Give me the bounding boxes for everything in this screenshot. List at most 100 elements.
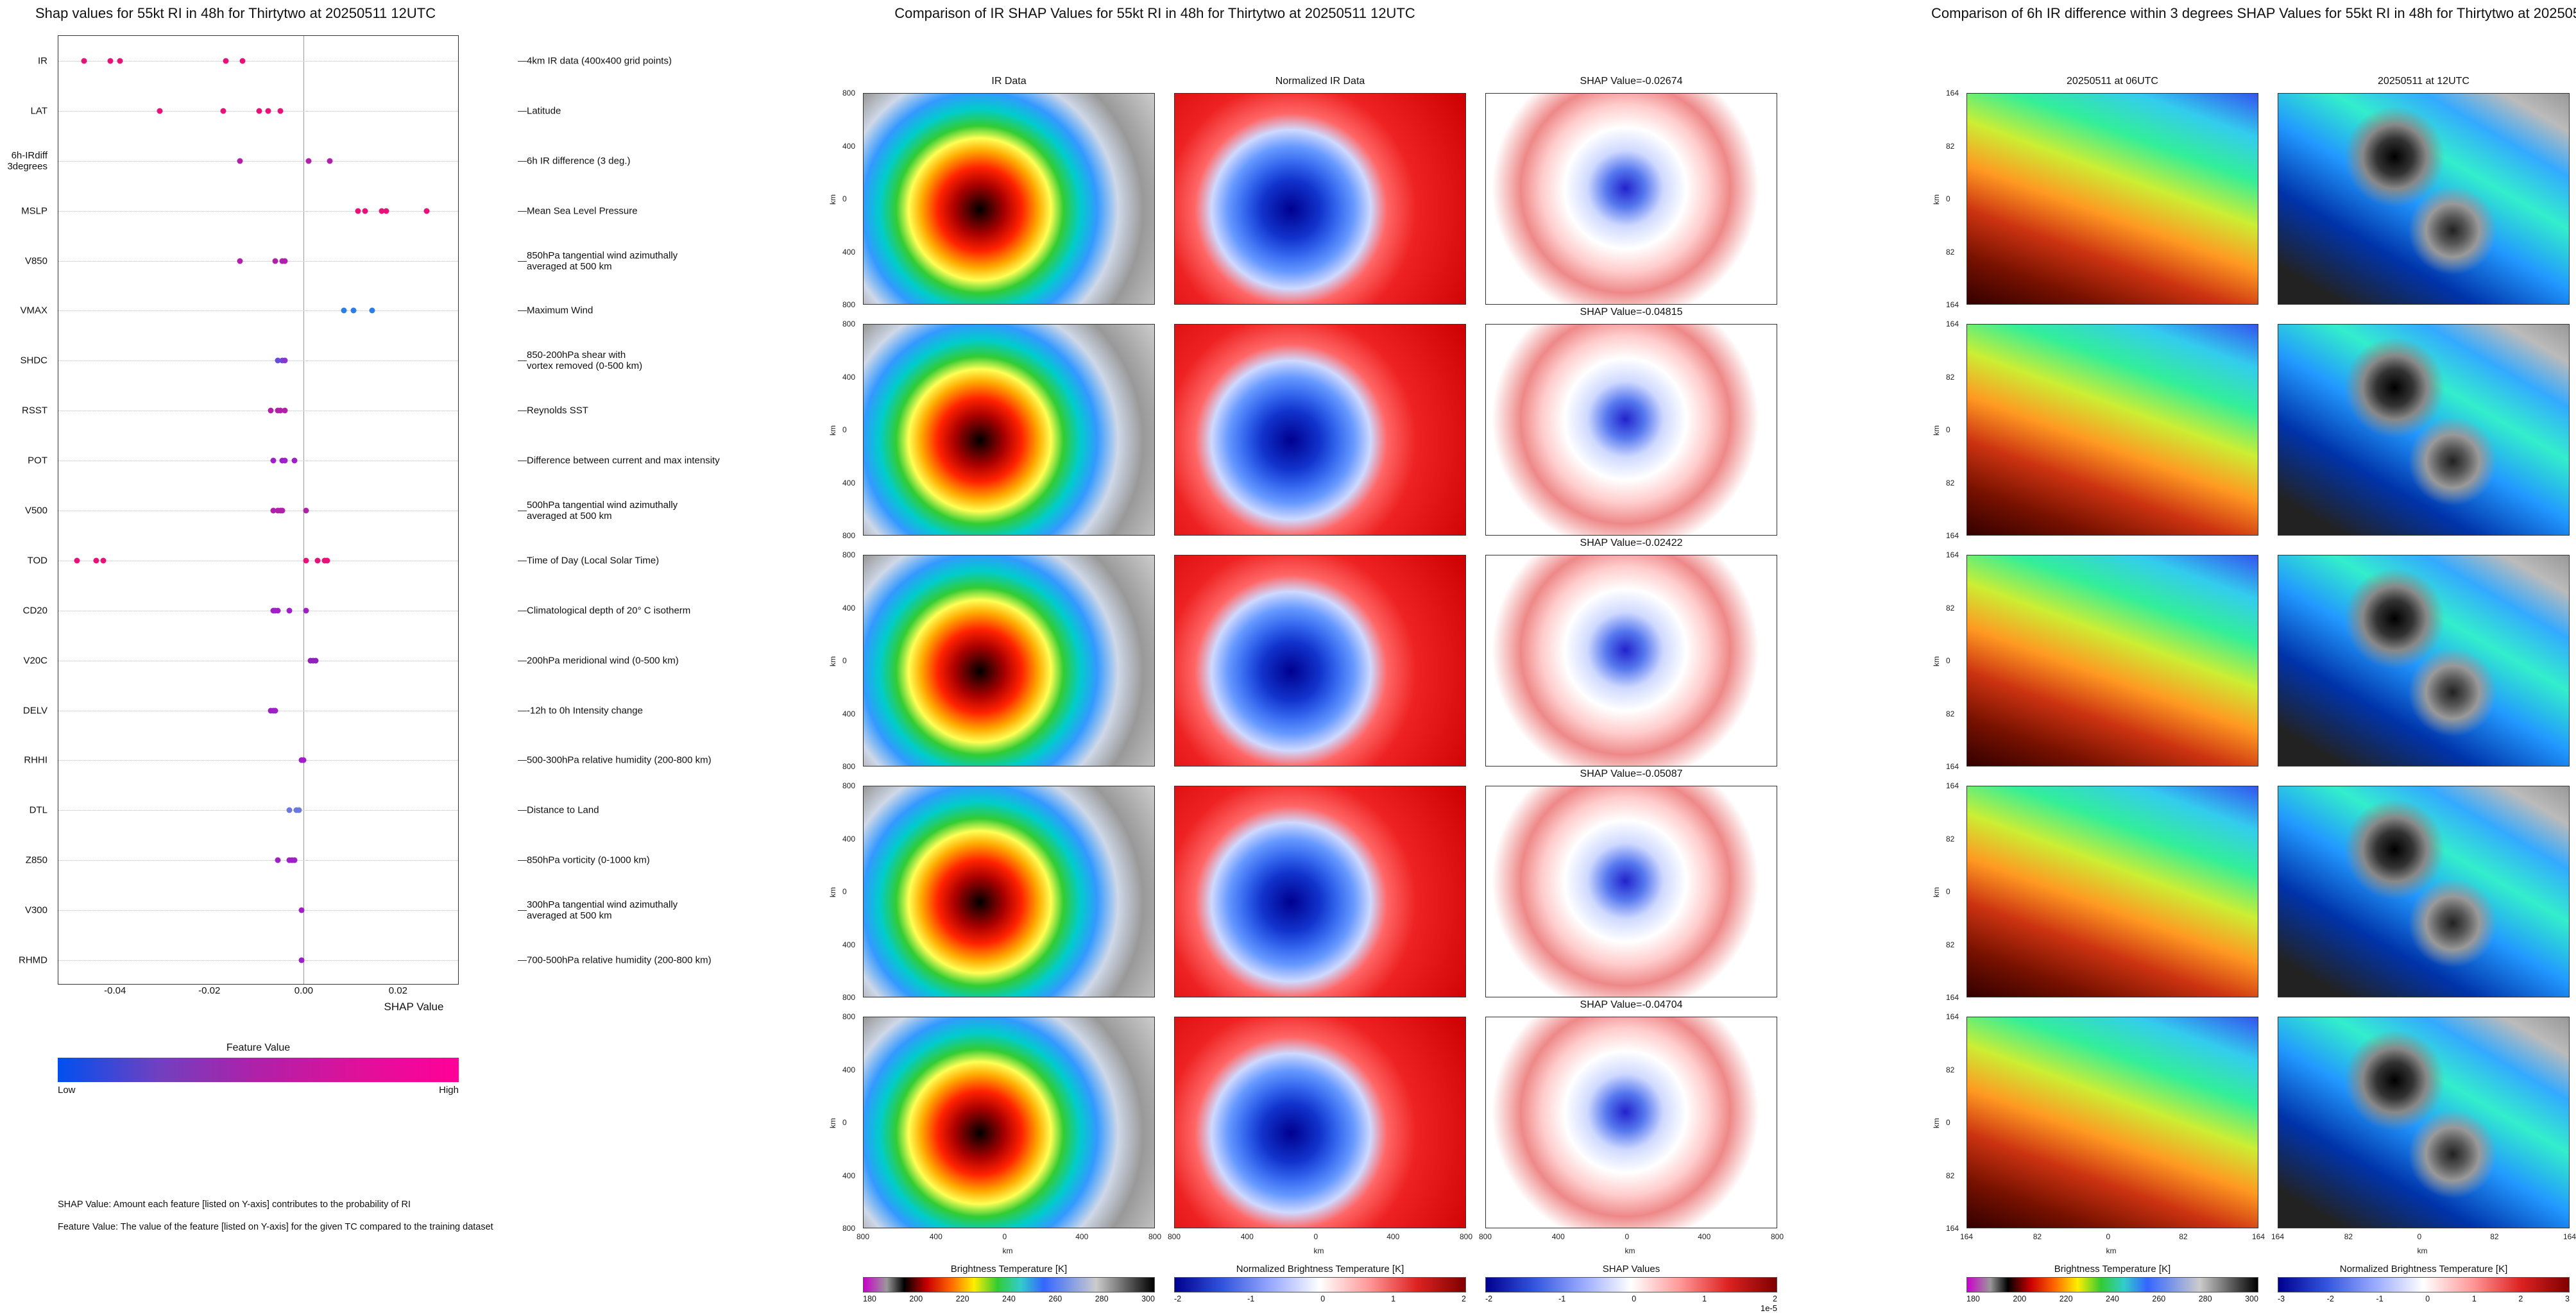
row-label-RSST[interactable]: RSST — [0, 405, 47, 416]
shap-dot-6h-IRdiff-3degrees-1[interactable] — [305, 158, 311, 164]
row-label-RHHI[interactable]: RHHI — [0, 755, 47, 766]
shap-dot-RHHI-1[interactable] — [301, 758, 307, 763]
shap-dot-RSST-3[interactable] — [282, 408, 287, 414]
panel2-cell-r1-c2[interactable] — [1485, 324, 1777, 536]
panel3-xaxis-tick-c1-2: 0 — [2418, 1232, 2422, 1241]
shap-dot-TOD-3[interactable] — [303, 557, 309, 563]
row-label-TOD[interactable]: TOD — [0, 555, 47, 566]
shap-dot-IR-4[interactable] — [239, 58, 245, 64]
shap-scatter-plot[interactable]: IR 4km IR data (400x400 grid points) LAT La… — [58, 35, 459, 985]
row-label-V300[interactable]: V300 — [0, 905, 47, 916]
row-gridline-DTL — [58, 810, 458, 811]
shap-dot-IR-1[interactable] — [107, 58, 113, 64]
panel3-cell-r0-c1[interactable] — [2278, 93, 2570, 305]
shap-dot-MSLP-3[interactable] — [384, 208, 389, 214]
row-label-V850[interactable]: V850 — [0, 255, 47, 266]
row-label-V500[interactable]: V500 — [0, 505, 47, 516]
row-label-DELV[interactable]: DELV — [0, 705, 47, 716]
panel3-cell-r2-c1[interactable] — [2278, 555, 2570, 767]
panel2-cell-r0-c0[interactable] — [863, 93, 1155, 305]
shap-dot-CD20-2[interactable] — [275, 607, 280, 613]
shap-dot-V850-3[interactable] — [282, 258, 287, 264]
shap-dot-6h-IRdiff-3degrees-2[interactable] — [327, 158, 332, 164]
shap-dot-MSLP-4[interactable] — [423, 208, 429, 214]
shap-dot-V850-0[interactable] — [237, 258, 243, 264]
shap-dot-TOD-6[interactable] — [325, 557, 330, 563]
panel2-cell-r3-c1[interactable] — [1174, 786, 1466, 997]
panel2-cell-r2-c1[interactable] — [1174, 555, 1466, 767]
panel2-cell-r0-c2[interactable] — [1485, 93, 1777, 305]
row-label-MSLP[interactable]: MSLP — [0, 205, 47, 216]
panel3-yaxis-tick-r0-1: 82 — [1946, 248, 1954, 257]
shap-dot-VMAX-2[interactable] — [369, 308, 375, 314]
shap-dot-Z850-3[interactable] — [291, 858, 297, 863]
shap-dot-V850-1[interactable] — [273, 258, 278, 264]
panel2-cell-r0-c1[interactable] — [1174, 93, 1466, 305]
row-label-CD20[interactable]: CD20 — [0, 605, 47, 616]
shap-dot-TOD-1[interactable] — [93, 557, 99, 563]
shap-dot-LAT-0[interactable] — [157, 108, 163, 114]
panel3-cell-r3-c1[interactable] — [2278, 786, 2570, 997]
panel2-cell-r4-c2[interactable] — [1485, 1017, 1777, 1228]
shap-dot-CD20-3[interactable] — [287, 607, 293, 613]
panel3-cell-r1-c0[interactable] — [1966, 324, 2258, 536]
shap-dot-IR-2[interactable] — [117, 58, 123, 64]
shap-dot-DTL-2[interactable] — [296, 808, 302, 813]
shap-dot-MSLP-0[interactable] — [355, 208, 361, 214]
row-label-DTL[interactable]: DTL — [0, 805, 47, 816]
shap-dot-RHMD-0[interactable] — [298, 958, 304, 963]
panel3-cell-r0-c0[interactable] — [1966, 93, 2258, 305]
row-label-IR[interactable]: IR — [0, 55, 47, 66]
panel3-cell-r1-c1[interactable] — [2278, 324, 2570, 536]
panel2-cell-r3-c0[interactable] — [863, 786, 1155, 997]
panel3-yaxis-tick-r4-3: 82 — [1946, 1065, 1954, 1074]
panel2-cell-r4-c0[interactable] — [863, 1017, 1155, 1228]
panel2-cell-r1-c0[interactable] — [863, 324, 1155, 536]
shap-dot-TOD-4[interactable] — [315, 557, 321, 563]
row-label-LAT[interactable]: LAT — [0, 105, 47, 116]
shap-dot-DTL-0[interactable] — [287, 808, 293, 813]
row-label-Z850[interactable]: Z850 — [0, 855, 47, 866]
shap-dot-V20C-2[interactable] — [312, 657, 318, 663]
shap-dot-POT-3[interactable] — [291, 458, 297, 464]
panel3-cell-r4-c0[interactable] — [1966, 1017, 2258, 1228]
shap-dot-LAT-2[interactable] — [256, 108, 262, 114]
shap-dot-6h-IRdiff-3degrees-0[interactable] — [237, 158, 243, 164]
shap-dot-RSST-0[interactable] — [268, 408, 273, 414]
shap-dot-SHDC-2[interactable] — [282, 358, 287, 364]
panel3-cell-r2-c0[interactable] — [1966, 555, 2258, 767]
shap-dot-IR-3[interactable] — [223, 58, 229, 64]
shap-dot-LAT-3[interactable] — [266, 108, 271, 114]
shap-dot-VMAX-1[interactable] — [350, 308, 356, 314]
panel3-cell-r4-c1[interactable] — [2278, 1017, 2570, 1228]
panel2-cell-r1-c1[interactable] — [1174, 324, 1466, 536]
shap-dot-V300-0[interactable] — [298, 908, 304, 913]
panel3-cell-r3-c0[interactable] — [1966, 786, 2258, 997]
shap-dot-POT-2[interactable] — [282, 458, 287, 464]
row-label-POT[interactable]: POT — [0, 455, 47, 466]
row-label-RHMD[interactable]: RHMD — [0, 955, 47, 966]
panel2-cbar-tick-0-0: 180 — [863, 1294, 876, 1303]
panel2-cell-r4-c1[interactable] — [1174, 1017, 1466, 1228]
shap-dot-LAT-1[interactable] — [221, 108, 226, 114]
shap-dot-Z850-0[interactable] — [275, 858, 280, 863]
shap-dot-TOD-2[interactable] — [100, 557, 106, 563]
row-label-VMAX[interactable]: VMAX — [0, 305, 47, 316]
shap-dot-LAT-4[interactable] — [277, 108, 283, 114]
panel2-cell-r2-c2[interactable] — [1485, 555, 1777, 767]
panel2-cell-r2-c0[interactable] — [863, 555, 1155, 767]
row-label-V20C[interactable]: V20C — [0, 655, 47, 666]
shap-dot-MSLP-1[interactable] — [362, 208, 368, 214]
row-label-SHDC[interactable]: SHDC — [0, 355, 47, 366]
shap-dot-DELV-2[interactable] — [273, 707, 278, 713]
shap-dot-IR-0[interactable] — [81, 58, 87, 64]
panel2-cell-r3-c2[interactable] — [1485, 786, 1777, 997]
shap-dot-TOD-0[interactable] — [74, 557, 80, 563]
row-label-6h-IRdiff-3degrees[interactable]: 6h-IRdiff 3degrees — [0, 150, 47, 172]
panel2-shap-title-r3: SHAP Value=-0.05087 — [1485, 768, 1777, 780]
shap-dot-V500-4[interactable] — [303, 508, 309, 514]
shap-dot-CD20-4[interactable] — [303, 607, 309, 613]
shap-dot-V500-3[interactable] — [280, 508, 286, 514]
shap-dot-POT-0[interactable] — [270, 458, 276, 464]
shap-dot-VMAX-0[interactable] — [341, 308, 346, 314]
